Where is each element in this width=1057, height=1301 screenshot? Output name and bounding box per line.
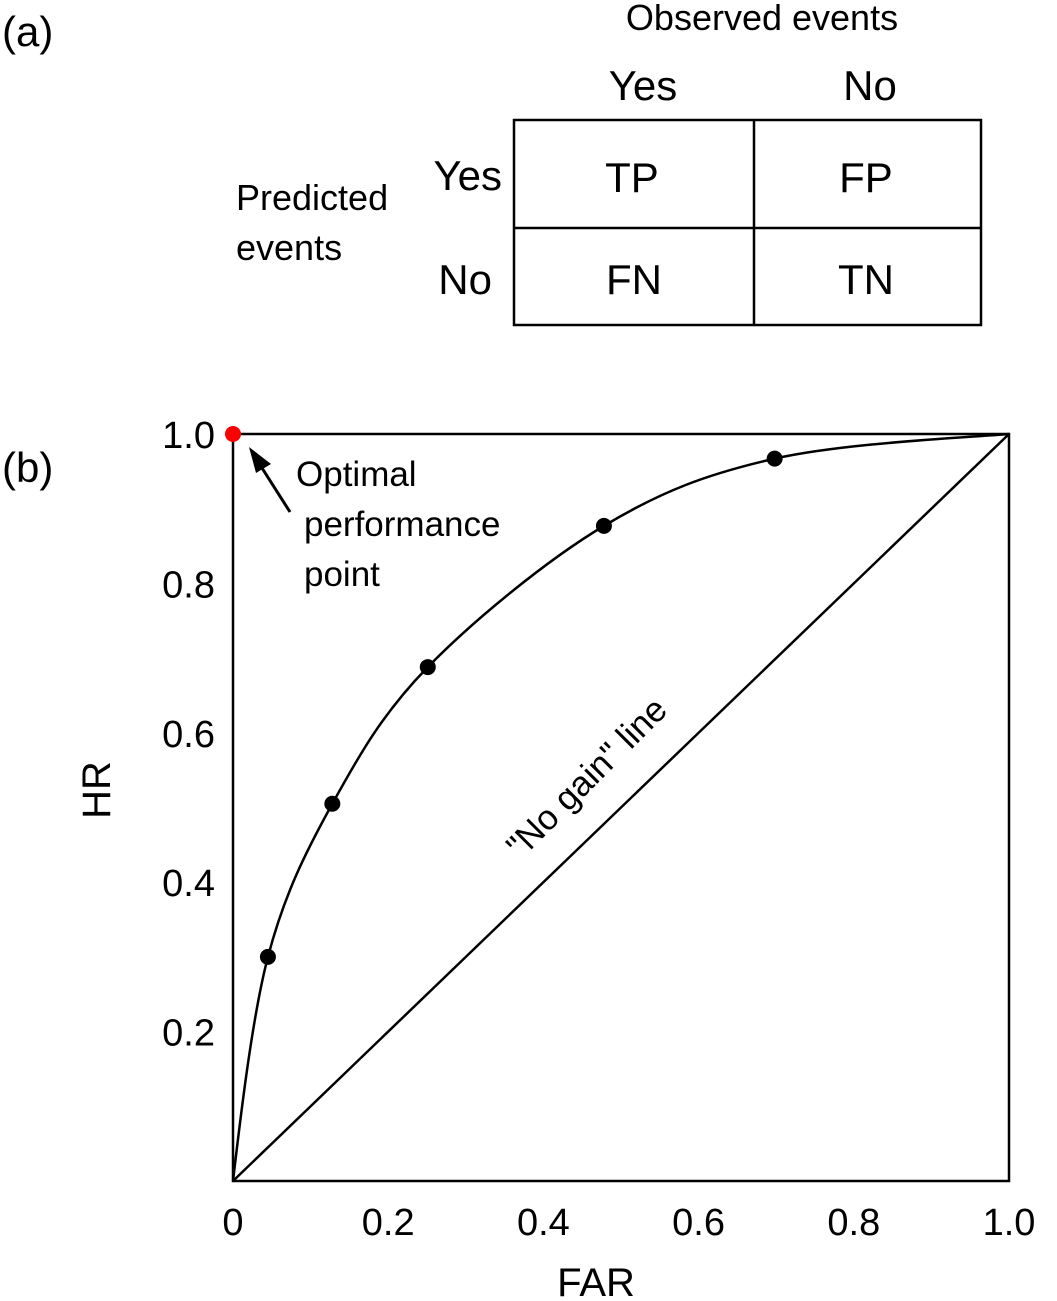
x-tick-label: 0.6 (672, 1202, 725, 1244)
cell-fp: FP (839, 154, 893, 201)
optimal-label-line2: performance (304, 505, 500, 544)
y-tick-label: 0.4 (162, 863, 215, 905)
y-tick-label: 0.8 (162, 564, 215, 606)
x-tick-label: 0.4 (517, 1202, 570, 1244)
panel-a: (a) Observed events Yes No Predicted eve… (2, 0, 983, 327)
panel-a-label: (a) (2, 8, 53, 55)
optimal-label-line1: Optimal (296, 455, 417, 494)
x-tick-label: 0 (222, 1202, 243, 1244)
table-border (512, 118, 983, 327)
observed-events-header: Observed events (626, 0, 898, 38)
x-tick-label: 1.0 (983, 1202, 1036, 1244)
optimal-label-line3: point (304, 555, 380, 594)
roc-point-1 (259, 948, 276, 965)
roc-points (259, 450, 783, 965)
observed-yes-label: Yes (609, 62, 678, 109)
x-tick-label: 0.2 (362, 1202, 415, 1244)
panel-b: (b) Optimal performance point "No gain" … (2, 415, 1035, 1301)
cell-tn: TN (838, 256, 894, 303)
x-tick-label: 0.8 (827, 1202, 880, 1244)
x-axis-label: FAR (557, 1261, 635, 1301)
cell-fn: FN (606, 256, 662, 303)
y-tick-labels: 0.2 0.4 0.6 0.8 1.0 (162, 415, 215, 1055)
optimal-point-arrow (249, 447, 292, 513)
contingency-table: TP FP FN TN (512, 118, 983, 327)
y-tick-label: 0.6 (162, 714, 215, 756)
observed-no-label: No (843, 62, 897, 109)
roc-point-4 (595, 517, 612, 534)
y-tick-label: 0.2 (162, 1013, 215, 1055)
cell-tp: TP (605, 154, 659, 201)
no-gain-line (232, 433, 1010, 1182)
roc-point-5 (766, 450, 783, 467)
predicted-no-label: No (438, 256, 492, 303)
x-tick-labels: 0 0.2 0.4 0.6 0.8 1.0 (222, 1202, 1035, 1244)
panel-b-label: (b) (2, 444, 53, 491)
y-tick-label: 1.0 (162, 415, 215, 457)
predicted-yes-label: Yes (433, 152, 502, 199)
y-axis-label: HR (75, 761, 119, 819)
roc-point-3 (419, 659, 436, 676)
optimal-performance-point (225, 426, 241, 442)
predicted-events-header-line1: Predicted (236, 177, 388, 218)
predicted-events-header-line2: events (236, 227, 342, 268)
roc-point-2 (324, 795, 341, 812)
plot-frame (231, 432, 1011, 1183)
